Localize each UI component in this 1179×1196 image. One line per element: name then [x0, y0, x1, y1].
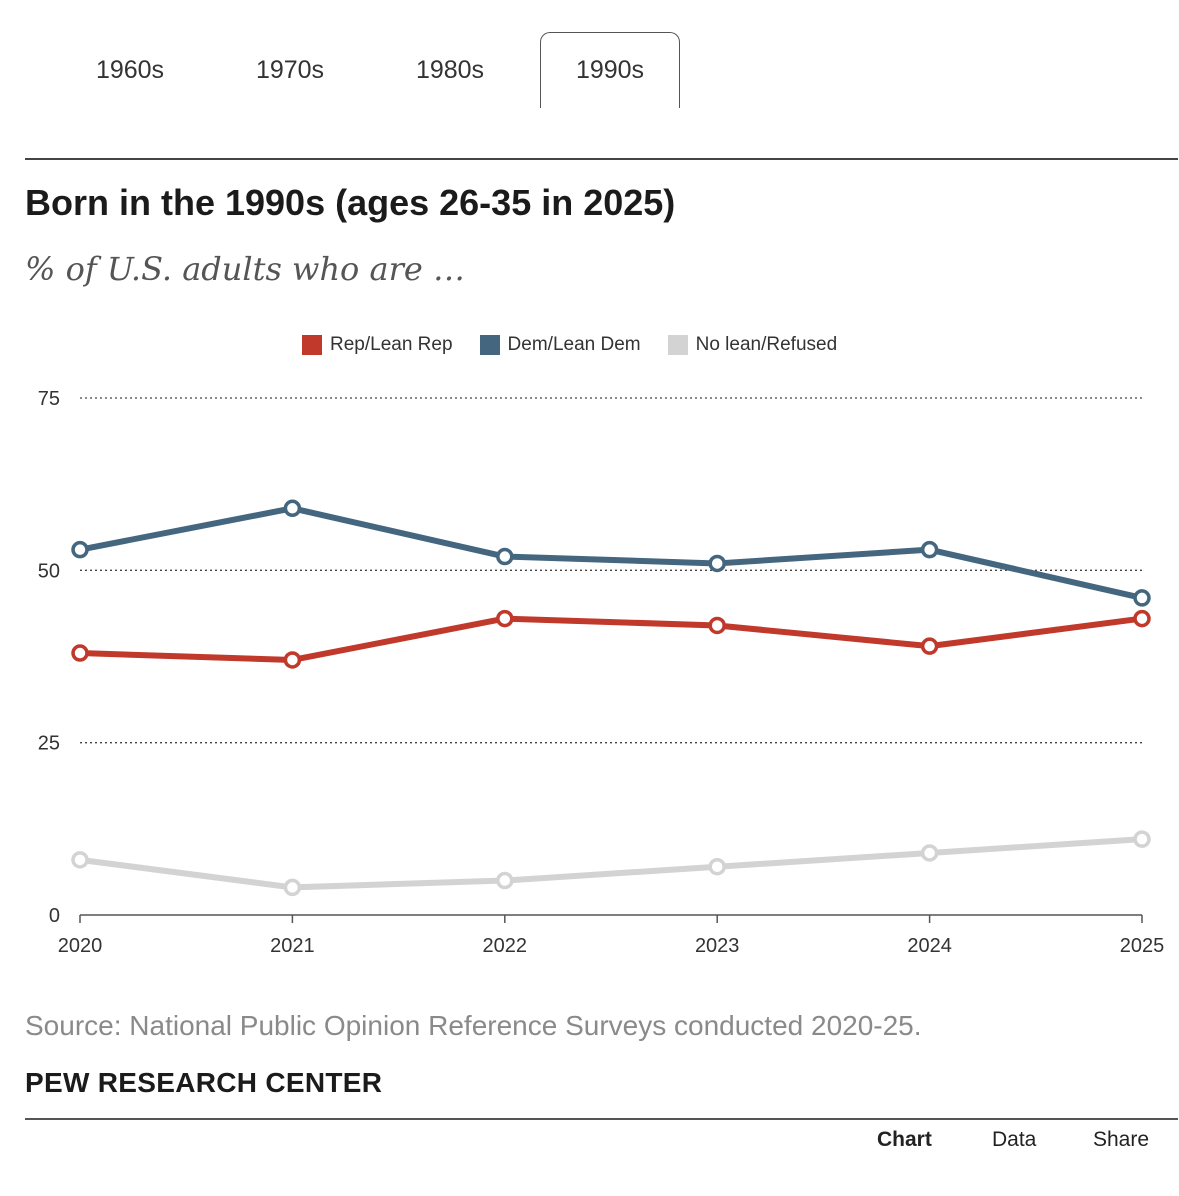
x-tick-label-2024: 2024 [907, 935, 952, 957]
line-chart: 0 25 50 75 2020 2021 2022 2023 2024 2025 [38, 388, 1165, 957]
point-dem-lean-dem-2025 [1133, 589, 1151, 607]
x-tick-label-2022: 2022 [483, 935, 528, 957]
top-divider [25, 158, 1178, 160]
chart-subtitle: % of U.S. adults who are … [25, 250, 465, 288]
y-tick-label-25: 25 [38, 733, 60, 755]
point-rep-lean-rep-2025 [1133, 609, 1151, 628]
point-dem-lean-dem-2023 [708, 554, 726, 573]
point-rep-lean-rep-2022 [496, 609, 514, 628]
legend-label-dem: Dem/Lean Dem [507, 334, 641, 355]
point-no-lean-refused-2024 [920, 844, 939, 862]
brand-logo-text: PEW RESEARCH CENTER [25, 1067, 383, 1098]
y-tick-label-75: 75 [38, 388, 60, 410]
legend-swatch-dem [479, 335, 500, 355]
series-line-dem-lean-dem [77, 505, 1145, 601]
point-rep-lean-rep-2021 [283, 651, 302, 669]
point-no-lean-refused-2023 [708, 857, 726, 876]
tab-1990s[interactable]: 1990s [540, 32, 680, 108]
point-rep-lean-rep-2020 [71, 644, 89, 662]
tab-share[interactable]: Share [1093, 1128, 1150, 1151]
bottom-divider [25, 1118, 1178, 1120]
legend-item-dem: Dem/Lean Dem [479, 334, 641, 356]
x-tick-label-2020: 2020 [58, 935, 103, 957]
point-dem-lean-dem-2022 [496, 547, 514, 566]
point-dem-lean-dem-2020 [71, 540, 89, 559]
legend-item-rep: Rep/Lean Rep [302, 334, 453, 356]
legend-swatch-rep [302, 335, 322, 355]
x-tick-label-2023: 2023 [695, 935, 740, 957]
legend: Rep/Lean Rep Dem/Lean Dem No lean/Refuse… [302, 334, 864, 356]
legend-label-no-lean: No lean/Refused [695, 334, 838, 355]
y-tick-label-50: 50 [38, 560, 60, 582]
bottom-tabs: Chart Data Share [0, 1128, 1179, 1158]
point-no-lean-refused-2021 [283, 878, 302, 897]
point-no-lean-refused-2025 [1133, 830, 1151, 848]
x-tick-label-2021: 2021 [270, 935, 315, 957]
point-rep-lean-rep-2024 [920, 637, 939, 655]
decade-tabs: 1960s 1970s 1980s 1990s [52, 32, 712, 108]
legend-item-no-lean: No lean/Refused [667, 334, 838, 356]
series-line-no-lean-refused [77, 836, 1145, 891]
series-line-rep-lean-rep [77, 615, 1145, 663]
legend-swatch-no-lean [667, 335, 688, 355]
tab-data[interactable]: Data [992, 1128, 1037, 1151]
point-no-lean-refused-2020 [71, 851, 89, 869]
point-no-lean-refused-2022 [496, 871, 514, 890]
point-rep-lean-rep-2023 [708, 616, 726, 635]
y-tick-label-0: 0 [49, 905, 60, 927]
point-dem-lean-dem-2021 [283, 499, 302, 518]
chart-title: Born in the 1990s (ages 26-35 in 2025) [25, 182, 676, 223]
source-note: Source: National Public Opinion Referenc… [25, 1010, 922, 1041]
tab-1970s[interactable]: 1970s [255, 55, 325, 84]
point-dem-lean-dem-2024 [920, 540, 939, 559]
tab-1980s[interactable]: 1980s [415, 55, 485, 84]
legend-label-rep: Rep/Lean Rep [330, 334, 453, 355]
tab-chart[interactable]: Chart [877, 1128, 932, 1151]
x-tick-label-2025: 2025 [1120, 935, 1165, 957]
tab-1960s[interactable]: 1960s [95, 55, 165, 84]
